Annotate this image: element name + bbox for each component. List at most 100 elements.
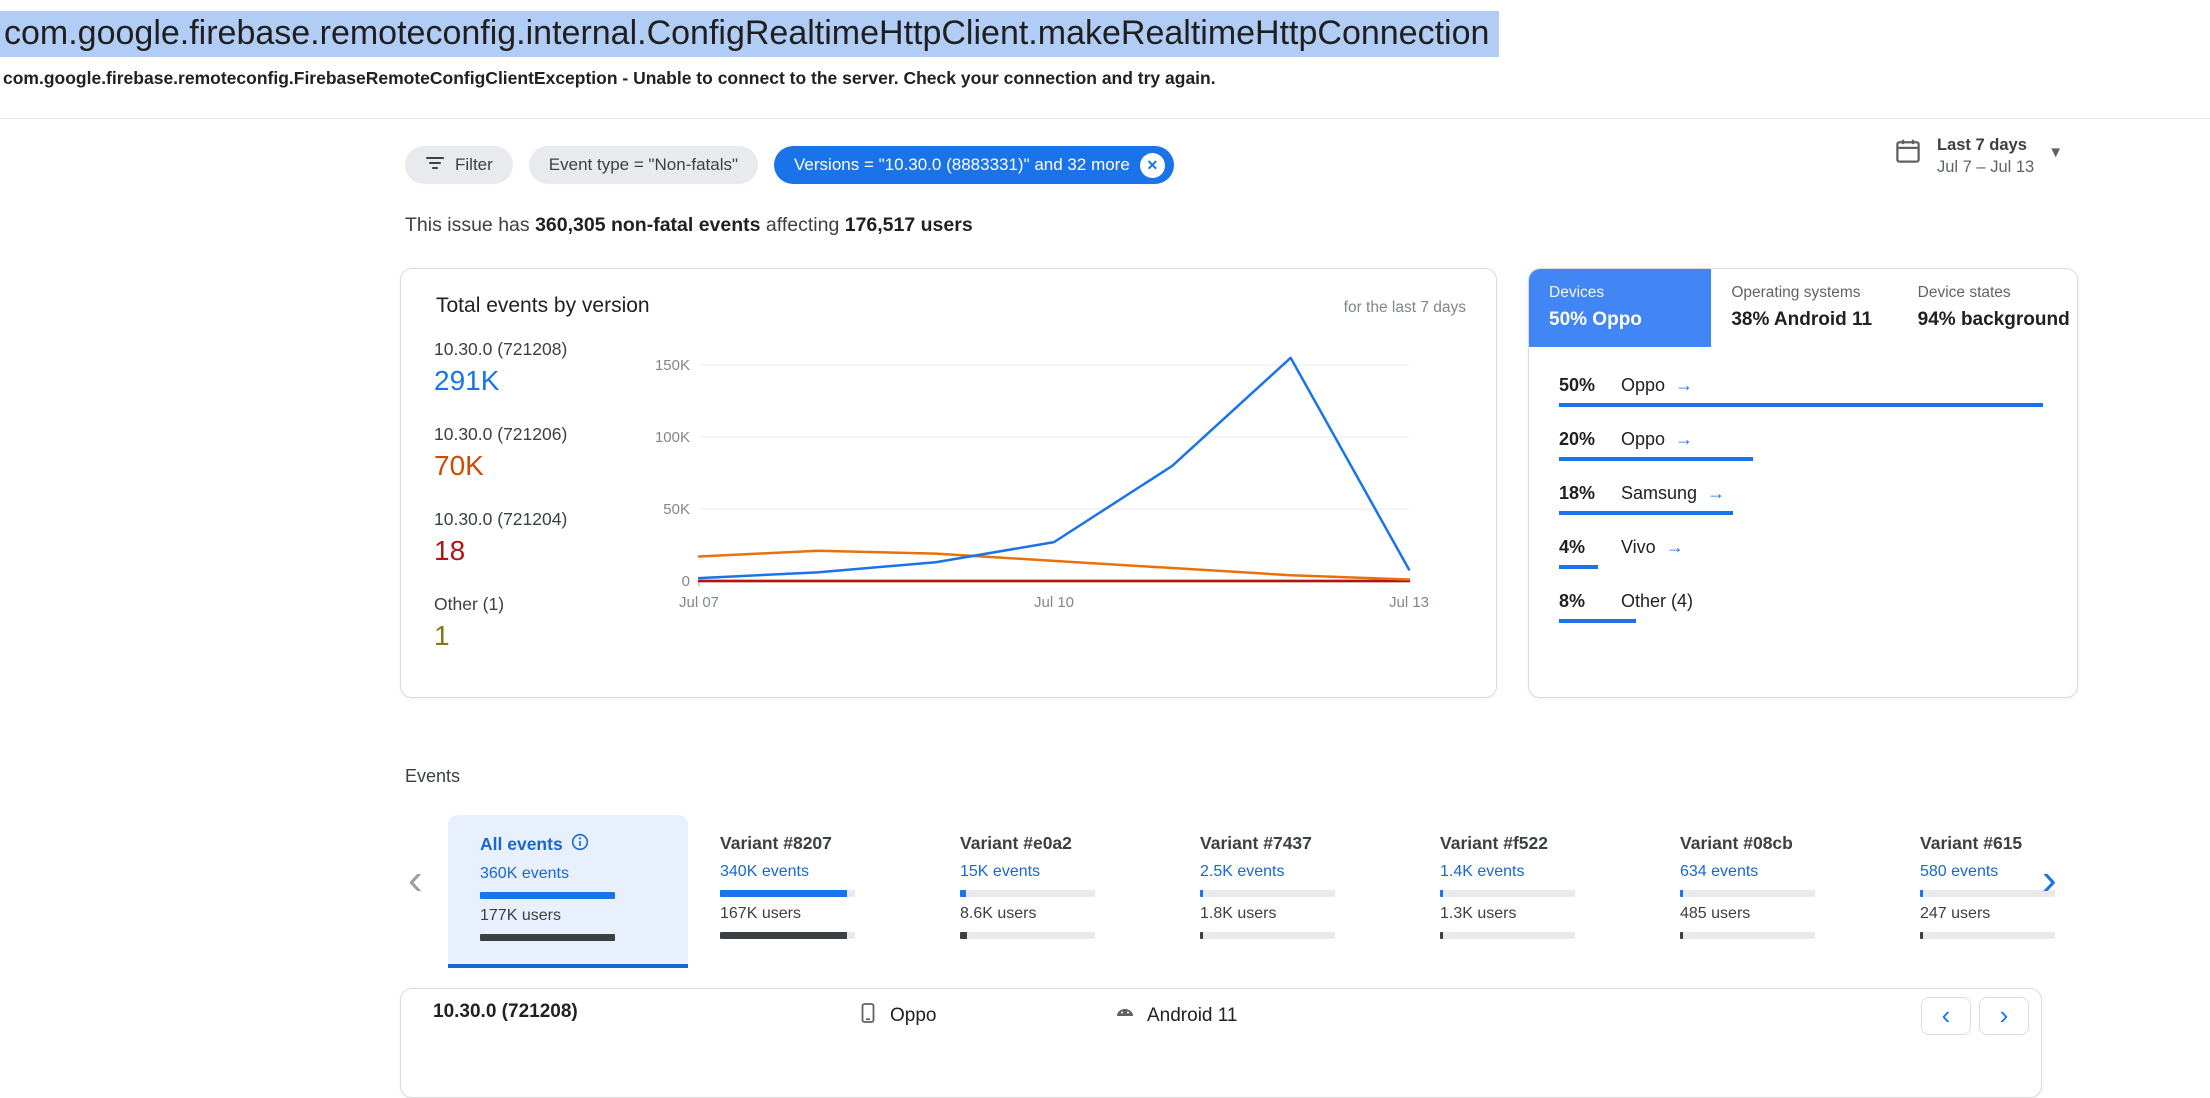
event-os: Android 11 (1113, 1001, 1238, 1031)
breakdown-card: Devices 50% Oppo Operating systems 38% Andr… (1528, 268, 2078, 698)
event-card-events-bar (1200, 890, 1335, 897)
event-card-all-events[interactable]: All events 360K events 177K users (448, 815, 688, 968)
event-type-chip[interactable]: Event type = "Non-fatals" (528, 146, 759, 184)
summary-middle: affecting (765, 214, 840, 236)
event-card-users-count: 1.8K users (1200, 905, 1277, 922)
event-card-users-bar (720, 932, 855, 939)
page-title: com.google.firebase.remoteconfig.interna… (0, 10, 1500, 57)
info-icon[interactable] (571, 833, 589, 856)
svg-text:50K: 50K (663, 501, 690, 518)
breakdown-row: 4% Vivo → (1559, 527, 2043, 581)
event-card-users-bar (1920, 932, 2055, 939)
filter-icon (425, 153, 445, 178)
event-card-users-count: 247 users (1920, 905, 1991, 922)
summary-prefix: This issue has (405, 214, 530, 236)
event-card-users-bar (1200, 932, 1335, 939)
close-icon[interactable]: ✕ (1139, 152, 1165, 178)
previous-event-button[interactable]: ‹ (1921, 997, 1971, 1035)
version-stat: 10.30.0 (721204) 18 (434, 509, 567, 594)
breakdown-bar (1559, 403, 2043, 407)
event-card-events-bar-fill (1440, 890, 1443, 897)
svg-text:Jul 13: Jul 13 (1389, 594, 1429, 611)
page-title-text: com.google.firebase.remoteconfig.interna… (0, 11, 1500, 57)
version-stat-value: 70K (434, 450, 484, 481)
svg-text:100K: 100K (655, 429, 690, 446)
tab-operating-systems[interactable]: Operating systems 38% Android 11 (1711, 269, 1897, 347)
breakdown-name: Other (4) (1621, 591, 1694, 611)
version-stat: 10.30.0 (721208) 291K (434, 339, 567, 424)
next-event-button[interactable]: › (1979, 997, 2029, 1035)
event-card-title: Variant #615 (1920, 833, 2128, 854)
tab-devices[interactable]: Devices 50% Oppo (1529, 269, 1712, 347)
event-device: Oppo (856, 1001, 936, 1031)
event-card-events-count: 580 events (1920, 863, 1999, 880)
chevron-right-icon[interactable]: › (2042, 855, 2057, 904)
breakdown-percent: 4% (1559, 537, 1586, 557)
arrow-right-icon: → (1675, 375, 1694, 395)
versions-chip[interactable]: Versions = "10.30.0 (8883331)" and 32 mo… (774, 146, 1174, 184)
event-card-variant-7437[interactable]: Variant #7437 2.5K events 1.8K users (1168, 815, 1408, 968)
event-card-variant-08cb[interactable]: Variant #08cb 634 events 485 users (1648, 815, 1888, 968)
issue-summary: This issue has 360,305 non-fatal events … (405, 214, 973, 237)
date-range-picker[interactable]: Last 7 days Jul 7 – Jul 13 ▼ (1893, 136, 2063, 177)
tab-device-states[interactable]: Device states 94% background (1898, 269, 2077, 347)
breakdown-percent: 20% (1559, 429, 1596, 449)
event-type-chip-label: Event type = "Non-fatals" (548, 155, 739, 174)
event-card-users-bar-fill (960, 932, 967, 939)
event-card-users-bar-fill (720, 932, 847, 939)
event-card-events-bar (480, 892, 615, 899)
versions-chip-label: Versions = "10.30.0 (8883331)" and 32 mo… (794, 155, 1130, 174)
event-card-events-count: 634 events (1680, 863, 1759, 880)
breakdown-rows: 50% Oppo → 20% Oppo → 18% Samsung → 4% Vivo → 8% Othe… (1559, 365, 2043, 635)
event-card-variant-e0a2[interactable]: Variant #e0a2 15K events 8.6K users (928, 815, 1168, 968)
breakdown-row: 50% Oppo → (1559, 365, 2043, 419)
event-card-events-bar-fill (720, 890, 847, 897)
event-card-events-bar-fill (1200, 890, 1203, 897)
version-stat-label: 10.30.0 (721206) (434, 424, 568, 444)
breakdown-row: 8% Other (4) (1559, 581, 2043, 635)
total-events-card: Total events by version for the last 7 d… (400, 268, 1497, 698)
event-card-events-bar-fill (480, 892, 615, 899)
date-range-value: Jul 7 – Jul 13 (1937, 158, 2035, 176)
date-range-label: Last 7 days (1937, 136, 2027, 154)
event-card-events-bar (1440, 890, 1575, 897)
event-card-users-bar (480, 934, 615, 941)
event-card-title-text: Variant #7437 (1200, 833, 1312, 853)
event-card-users-bar-fill (1680, 932, 1683, 939)
event-card-title: Variant #e0a2 (960, 833, 1168, 854)
breakdown-bar (1559, 565, 1598, 569)
breakdown-tabs: Devices 50% Oppo Operating systems 38% Andr… (1529, 269, 2077, 347)
tab-label: Operating systems (1731, 284, 1861, 301)
filter-button[interactable]: Filter (405, 146, 513, 184)
breakdown-row: 20% Oppo → (1559, 419, 2043, 473)
tab-label: Device states (1917, 284, 2011, 301)
filter-bar: Filter Event type = "Non-fatals" Version… (405, 146, 1174, 184)
event-card-variant-f522[interactable]: Variant #f522 1.4K events 1.3K users (1408, 815, 1648, 968)
chevron-left-icon[interactable]: ‹ (408, 855, 423, 904)
event-card-users-bar-fill (1920, 932, 1923, 939)
breakdown-row: 18% Samsung → (1559, 473, 2043, 527)
event-card-events-count: 1.4K events (1440, 863, 1525, 880)
breakdown-link[interactable]: Samsung → (1621, 483, 1726, 503)
event-card-events-bar (960, 890, 1095, 897)
event-card-title: All events (480, 833, 688, 856)
event-card-variant-8207[interactable]: Variant #8207 340K events 167K users (688, 815, 928, 968)
event-card-title-text: Variant #e0a2 (960, 833, 1072, 853)
event-card-events-count: 340K events (720, 863, 809, 880)
breakdown-bar (1559, 457, 1753, 461)
tab-value: 38% Android 11 (1731, 309, 1873, 330)
event-card-events-bar-fill (960, 890, 966, 897)
breakdown-link[interactable]: Oppo → (1621, 429, 1694, 449)
event-card-title: Variant #7437 (1200, 833, 1408, 854)
event-card-events-bar-fill (1920, 890, 1923, 897)
total-events-card-title: Total events by version (436, 294, 650, 317)
event-card-variant-615[interactable]: Variant #615 580 events 247 users (1888, 815, 2128, 968)
version-stat-value: 291K (434, 365, 500, 396)
breakdown-link[interactable]: Oppo → (1621, 375, 1694, 395)
tab-value: 94% background (1917, 309, 2070, 330)
arrow-right-icon: → (1675, 429, 1694, 449)
event-card-title-text: Variant #08cb (1680, 833, 1793, 853)
breakdown-link[interactable]: Vivo → (1621, 537, 1684, 557)
version-stat-label: 10.30.0 (721208) (434, 339, 568, 359)
event-card-events-bar (1920, 890, 2055, 897)
